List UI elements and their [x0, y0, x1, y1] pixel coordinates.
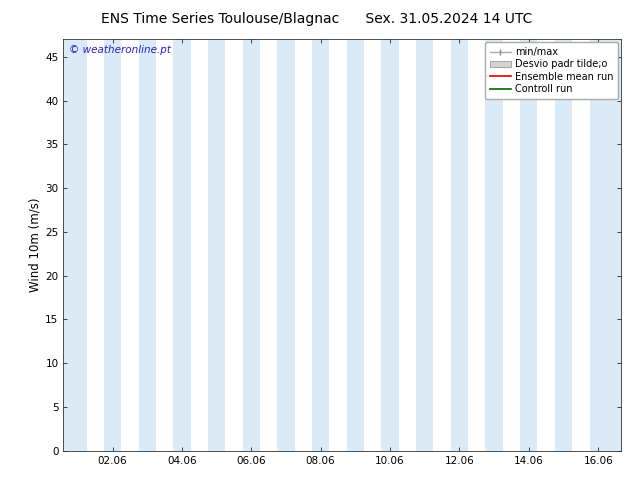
Bar: [555, 39, 572, 451]
Y-axis label: Wind 10m (m/s): Wind 10m (m/s): [28, 198, 41, 292]
Bar: [451, 39, 468, 451]
Text: ENS Time Series Toulouse/Blagnac      Sex. 31.05.2024 14 UTC: ENS Time Series Toulouse/Blagnac Sex. 31…: [101, 12, 533, 26]
Bar: [347, 39, 364, 451]
Bar: [173, 39, 191, 451]
Bar: [590, 39, 621, 451]
Bar: [63, 39, 86, 451]
Bar: [208, 39, 225, 451]
Bar: [277, 39, 295, 451]
Legend: min/max, Desvio padr tilde;o, Ensemble mean run, Controll run: min/max, Desvio padr tilde;o, Ensemble m…: [485, 42, 618, 99]
Bar: [416, 39, 434, 451]
Bar: [139, 39, 156, 451]
Bar: [104, 39, 121, 451]
Bar: [243, 39, 260, 451]
Bar: [312, 39, 329, 451]
Bar: [486, 39, 503, 451]
Bar: [520, 39, 538, 451]
Text: © weatheronline.pt: © weatheronline.pt: [69, 46, 171, 55]
Bar: [382, 39, 399, 451]
